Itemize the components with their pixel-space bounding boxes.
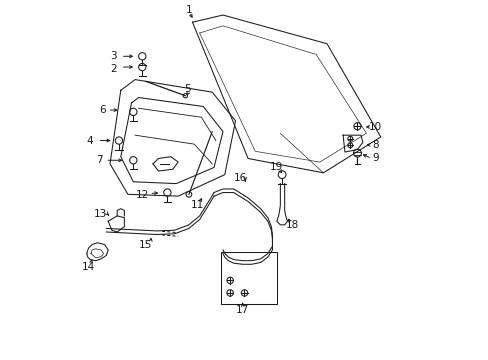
Text: 14: 14 (81, 262, 95, 272)
Text: 13: 13 (94, 209, 107, 219)
Text: 5: 5 (183, 84, 190, 94)
Text: 18: 18 (285, 220, 299, 230)
Text: 6: 6 (100, 105, 106, 115)
Text: 4: 4 (86, 136, 93, 145)
Text: 7: 7 (96, 155, 102, 165)
Text: 16: 16 (234, 173, 247, 183)
Text: 19: 19 (269, 162, 283, 172)
Text: 9: 9 (371, 153, 378, 163)
Text: 10: 10 (368, 122, 381, 132)
Text: 3: 3 (110, 51, 117, 61)
Text: 12: 12 (135, 190, 149, 200)
Text: 8: 8 (371, 140, 378, 150)
Text: 1: 1 (185, 5, 192, 15)
Text: 2: 2 (110, 64, 117, 74)
Text: 11: 11 (191, 200, 204, 210)
Text: 17: 17 (236, 305, 249, 315)
Bar (221, 252, 276, 304)
Text: 15: 15 (139, 240, 152, 250)
